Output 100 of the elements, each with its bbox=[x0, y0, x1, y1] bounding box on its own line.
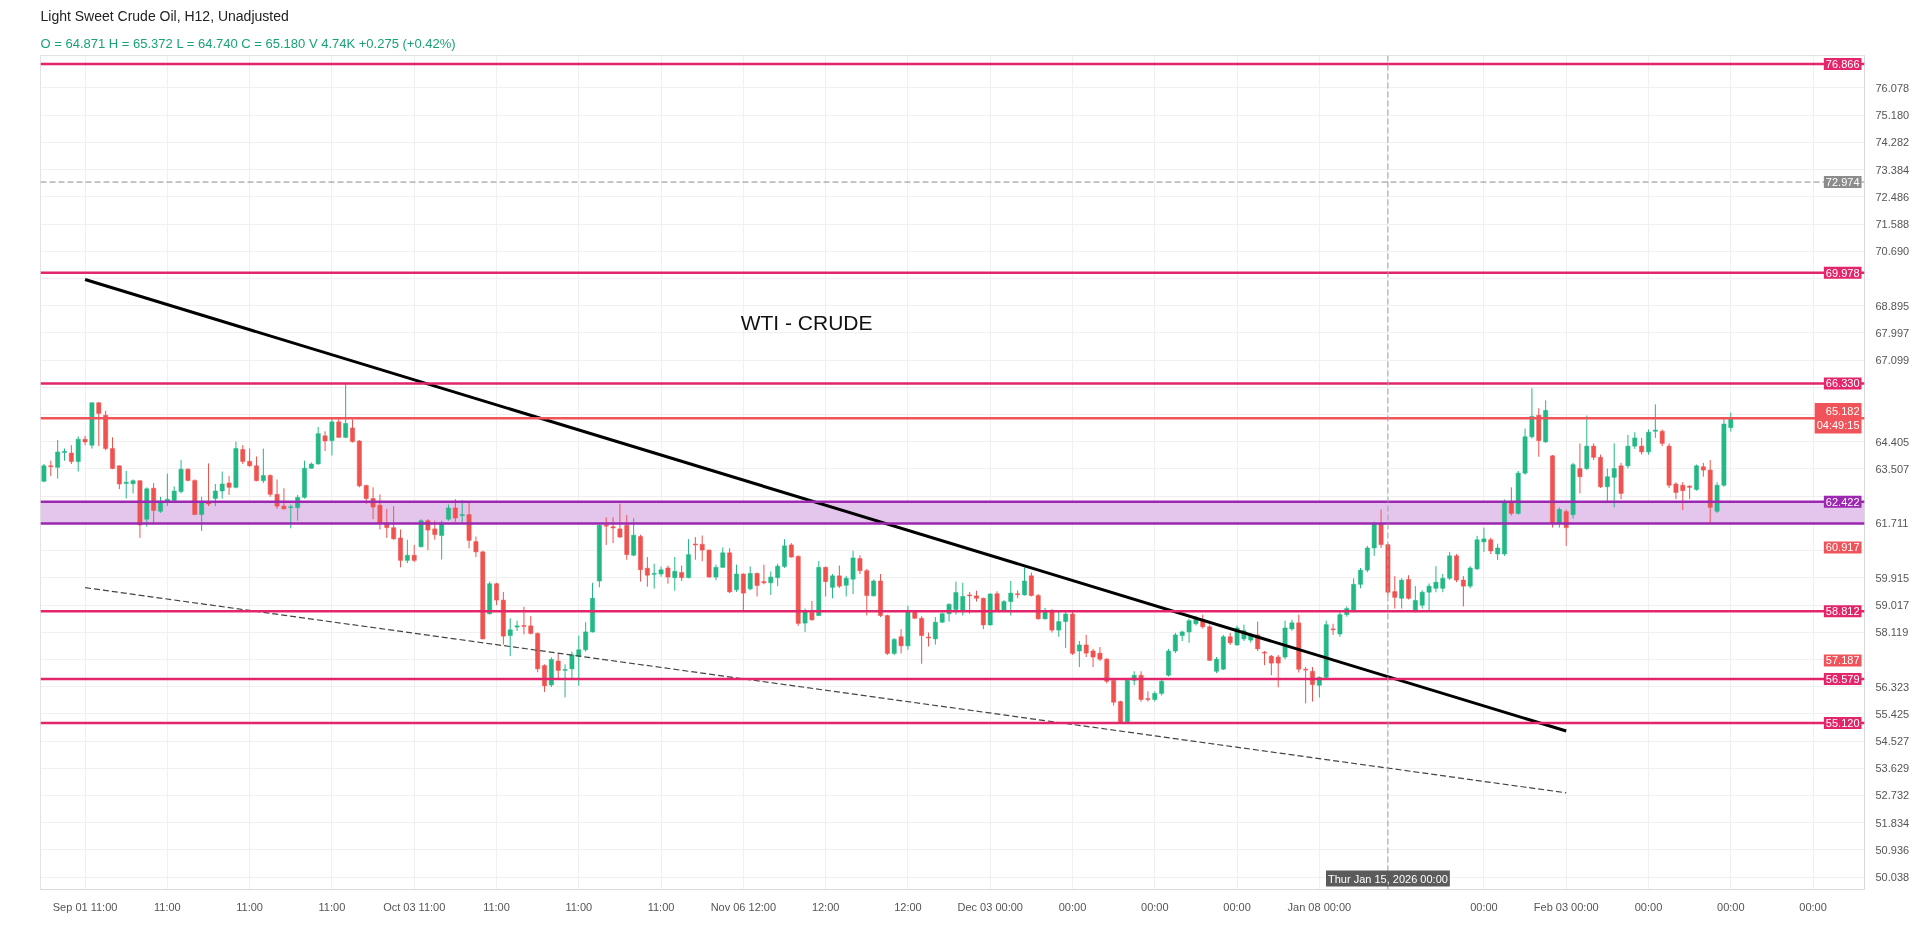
ref-line-label: 72.974 bbox=[1825, 176, 1860, 189]
annotation: WTI - CRUDE bbox=[740, 310, 873, 334]
y-tick-label: 68.895 bbox=[1875, 299, 1910, 312]
candlestick bbox=[665, 565, 671, 585]
y-tick-label: 61.711 bbox=[1875, 517, 1909, 530]
candlestick bbox=[1399, 577, 1405, 610]
candlestick bbox=[55, 439, 61, 480]
candlestick bbox=[644, 556, 650, 588]
y-tick-label: 54.527 bbox=[1875, 735, 1910, 748]
annotation: 60.917 bbox=[1825, 541, 1860, 554]
candlestick bbox=[206, 462, 211, 507]
candlestick bbox=[398, 528, 403, 568]
y-tick-label: 56.323 bbox=[1875, 680, 1910, 693]
candlestick bbox=[1022, 566, 1027, 597]
candlestick bbox=[459, 499, 465, 523]
ref-line-label: 62.422 bbox=[1825, 495, 1860, 508]
candlestick bbox=[254, 455, 259, 482]
candlestick bbox=[110, 436, 115, 470]
x-tick-label: Dec 03 00:00 bbox=[957, 900, 1023, 913]
y-tick-label: 59.915 bbox=[1875, 571, 1910, 584]
candlestick bbox=[68, 444, 74, 465]
y-tick-label: 63.507 bbox=[1875, 462, 1910, 475]
ref-line-label: 65.182 04:49:15 bbox=[1816, 404, 1860, 432]
ref-line-label: 66.330 bbox=[1825, 377, 1860, 390]
x-tick-label: 11:00 bbox=[236, 900, 264, 913]
candlestick bbox=[151, 482, 157, 525]
x-tick-label: 11:00 bbox=[647, 900, 675, 913]
x-tick-label: 00:00 bbox=[1141, 900, 1169, 913]
candlestick bbox=[672, 556, 678, 592]
ref-line-label: 69.978 bbox=[1825, 266, 1860, 279]
ref-line-label: 76.866 bbox=[1825, 58, 1860, 71]
x-tick-label: 11:00 bbox=[483, 900, 510, 913]
candlestick bbox=[281, 487, 287, 510]
candlestick bbox=[116, 465, 122, 490]
candlestick bbox=[809, 600, 815, 622]
x-tick-label: 11:00 bbox=[318, 900, 346, 913]
candlestick bbox=[75, 435, 81, 473]
candlestick bbox=[603, 516, 609, 546]
candlestick bbox=[542, 663, 547, 693]
x-tick-label: 12:00 bbox=[811, 900, 840, 913]
x-tick-label: 11:00 bbox=[565, 900, 593, 913]
candlestick bbox=[452, 498, 458, 523]
x-tick-label: 11:00 bbox=[154, 900, 181, 913]
y-tick-label: 70.690 bbox=[1875, 245, 1910, 258]
candlestick bbox=[1577, 442, 1583, 494]
x-tick-label: 12:00 bbox=[894, 900, 922, 913]
candlestick bbox=[439, 520, 445, 560]
candlestick bbox=[1330, 623, 1336, 636]
y-tick-label: 52.732 bbox=[1875, 789, 1910, 802]
x-tick-label: 00:00 bbox=[1058, 900, 1087, 913]
candlestick bbox=[1049, 608, 1055, 634]
y-tick-label: 58.119 bbox=[1875, 626, 1909, 639]
candlestick bbox=[802, 608, 808, 633]
x-tick-label: Oct 03 11:00 bbox=[383, 900, 446, 913]
y-tick-label: 64.405 bbox=[1875, 435, 1910, 448]
y-tick-label: 53.629 bbox=[1875, 762, 1910, 775]
candlestick bbox=[1358, 567, 1363, 589]
candlestick bbox=[1584, 415, 1590, 471]
candlestick bbox=[343, 383, 349, 439]
candlestick bbox=[782, 538, 787, 569]
y-tick-label: 74.282 bbox=[1875, 136, 1910, 149]
candlestick bbox=[1303, 666, 1309, 704]
y-tick-label: 55.425 bbox=[1875, 707, 1910, 720]
x-tick-label: 00:00 bbox=[1223, 900, 1251, 913]
candlestick bbox=[631, 517, 637, 557]
y-tick-label: 50.038 bbox=[1875, 871, 1910, 884]
x-tick-label: Nov 06 12:00 bbox=[710, 900, 777, 913]
candlestick bbox=[740, 572, 746, 613]
candlestick bbox=[82, 435, 88, 446]
candlestick bbox=[734, 564, 739, 593]
candlestick bbox=[610, 516, 616, 544]
x-tick-label: 00:00 bbox=[1717, 900, 1745, 913]
candlestick bbox=[404, 539, 410, 564]
candlestick bbox=[555, 652, 561, 680]
candlestick bbox=[919, 615, 925, 665]
candlestick bbox=[686, 538, 691, 579]
y-tick-label: 59.017 bbox=[1875, 599, 1910, 612]
ref-line-label: 55.120 bbox=[1825, 717, 1860, 730]
chart-title: Light Sweet Crude Oil, H12, Unadjusted bbox=[40, 7, 289, 24]
y-tick-label: 67.099 bbox=[1875, 354, 1910, 367]
candlestick bbox=[1076, 640, 1082, 668]
candlestick bbox=[830, 573, 835, 599]
candlestick bbox=[260, 448, 266, 484]
candlestick bbox=[1646, 428, 1651, 456]
x-tick-label: Jan 08 00:00 bbox=[1287, 900, 1352, 913]
ref-line-label: 56.579 bbox=[1825, 672, 1860, 685]
chart-subtitle: O = 64.871 H = 65.372 L = 64.740 C = 65.180 V 4.74K +0.275 (+0.42%) bbox=[40, 35, 456, 51]
candlestick bbox=[1460, 575, 1466, 607]
candlestick bbox=[199, 496, 205, 532]
y-tick-label: 73.384 bbox=[1875, 163, 1910, 176]
x-tick-label: Sep 01 11:00 bbox=[52, 900, 118, 913]
y-tick-label: 75.180 bbox=[1875, 109, 1910, 122]
candlestick bbox=[823, 565, 829, 597]
candlestick bbox=[1310, 666, 1315, 703]
y-tick-label: 72.486 bbox=[1875, 190, 1910, 203]
candlestick bbox=[514, 620, 520, 632]
candlestick bbox=[967, 591, 973, 615]
candlestick bbox=[836, 565, 842, 589]
y-tick-label: 71.588 bbox=[1875, 218, 1910, 231]
candlestick bbox=[562, 663, 568, 698]
